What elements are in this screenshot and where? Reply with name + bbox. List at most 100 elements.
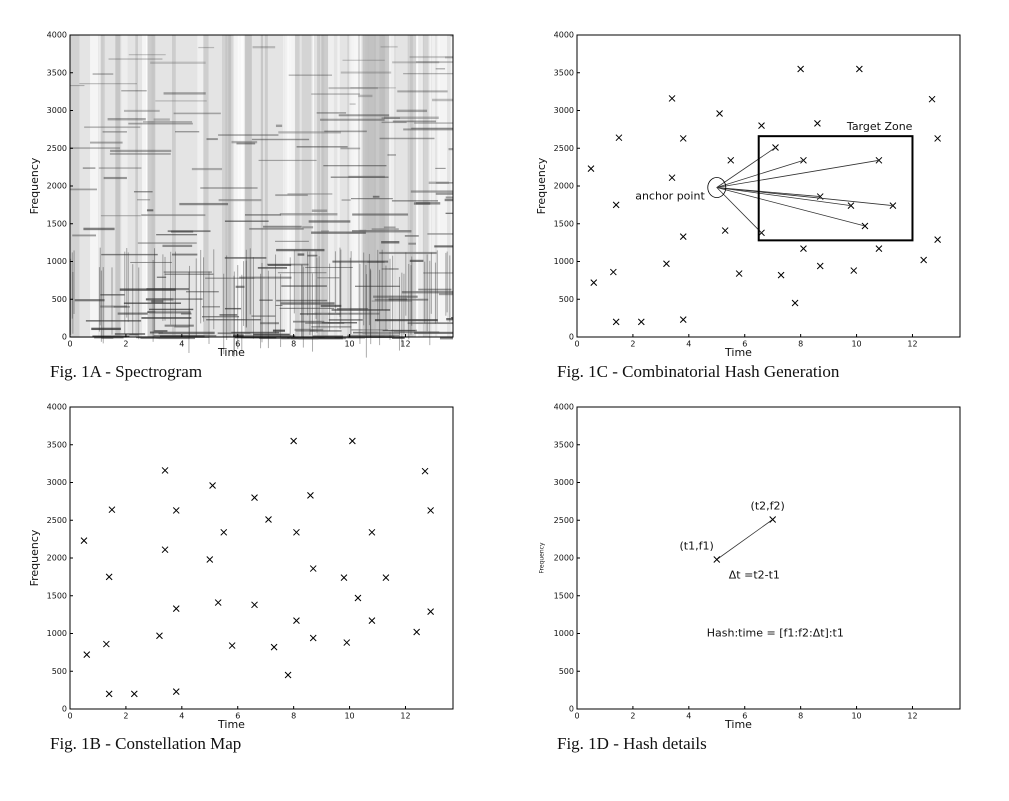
peak-marker xyxy=(612,318,620,326)
peak-marker xyxy=(663,260,670,268)
spectrogram-texture xyxy=(355,285,400,287)
spectrogram-texture xyxy=(206,138,218,141)
marker-stroke xyxy=(637,318,645,326)
spectrogram-texture xyxy=(340,71,392,74)
spectrogram-texture xyxy=(90,35,99,337)
spectrogram-texture xyxy=(445,196,453,199)
spectrogram-texture xyxy=(251,138,310,141)
spectrogram-texture xyxy=(408,242,416,245)
spectrogram-texture xyxy=(260,322,279,325)
spectrogram-texture xyxy=(114,335,123,338)
y-tick-label: 1500 xyxy=(47,219,67,228)
spectrogram-texture xyxy=(302,226,314,229)
spectrogram-texture xyxy=(121,90,147,92)
marker-stroke xyxy=(413,628,421,636)
peak-marker xyxy=(368,617,376,625)
spectrogram-texture xyxy=(257,266,288,269)
spectrogram-texture xyxy=(141,214,206,217)
spectrogram-texture xyxy=(115,35,122,337)
hash-link xyxy=(716,159,879,188)
spectrogram-texture xyxy=(282,35,289,337)
spectrogram-texture xyxy=(103,176,127,180)
spectrogram-texture xyxy=(301,264,303,337)
spectrogram-texture xyxy=(158,336,195,340)
spectrogram-texture xyxy=(311,231,366,234)
marker-stroke xyxy=(172,507,180,514)
spectrogram-texture xyxy=(365,274,367,358)
marker-stroke xyxy=(427,507,434,514)
x-tick-label: 2 xyxy=(123,712,128,721)
x-tick-label: 8 xyxy=(798,712,803,721)
y-tick-label: 4000 xyxy=(554,403,574,412)
y-tick-label: 3000 xyxy=(554,106,574,115)
spectrogram-texture xyxy=(213,249,215,330)
spectrogram-texture xyxy=(153,330,168,333)
spectrogram-texture xyxy=(205,277,255,279)
spectrogram-texture xyxy=(203,35,209,337)
spectrogram-texture xyxy=(231,331,280,334)
spectrogram-texture xyxy=(438,35,448,337)
spectrogram-texture xyxy=(352,230,412,233)
panel: 0 2 4 6 8 10 12 0 500 1000 1500 2000 2500 3000 3500 400… xyxy=(28,31,457,381)
spectrogram-texture xyxy=(109,152,171,155)
peak-marker xyxy=(816,262,824,270)
peak-marker xyxy=(83,651,91,658)
spectrogram-texture xyxy=(70,85,85,87)
spectrogram-texture xyxy=(197,35,204,337)
spectrogram-texture xyxy=(237,35,244,337)
spectrogram-texture xyxy=(171,230,194,233)
spectrogram-texture xyxy=(408,263,410,340)
x-tick-label: 10 xyxy=(344,340,354,349)
peak-marker xyxy=(791,299,799,307)
x-tick-label: 8 xyxy=(291,340,296,349)
spectrogram-texture xyxy=(407,322,453,325)
peak-marker xyxy=(220,528,228,536)
spectrogram-texture xyxy=(224,220,269,222)
marker-stroke xyxy=(161,546,169,554)
spectrogram-texture xyxy=(99,247,101,326)
spectrogram-texture xyxy=(233,271,235,355)
spectrogram-texture xyxy=(186,291,219,293)
peak-marker xyxy=(679,135,687,142)
spectrogram-texture xyxy=(403,128,453,131)
spectrogram-texture xyxy=(263,225,302,228)
panel: 0 2 4 6 8 10 12 0 500 1000 1500 2000 2500 3000 3500 400… xyxy=(539,403,961,753)
marker-stroke xyxy=(427,608,434,615)
marker-stroke xyxy=(293,617,300,625)
marker-stroke xyxy=(679,316,687,323)
spectrogram-texture xyxy=(222,35,228,337)
marker-stroke xyxy=(251,494,258,501)
spectrogram-texture xyxy=(217,332,251,334)
spectrogram-texture xyxy=(352,213,409,216)
peak-marker xyxy=(349,437,356,445)
plot-frame xyxy=(576,406,961,710)
spectrogram-texture xyxy=(188,271,190,354)
spectrogram-texture xyxy=(70,35,80,337)
marker-stroke xyxy=(612,318,620,326)
spectrogram-texture xyxy=(428,181,450,184)
spectrogram-texture xyxy=(101,253,158,256)
spectrogram-texture xyxy=(70,258,72,335)
spectrogram-texture xyxy=(449,255,451,322)
x-tick-label: 6 xyxy=(742,340,747,349)
x-tick-label: 2 xyxy=(630,340,635,349)
panel: 0 2 4 6 8 10 12 0 500 1000 1500 2000 2500 3000 3500 400… xyxy=(28,403,454,753)
peak-marker xyxy=(161,467,169,474)
spectrogram-texture xyxy=(321,322,358,324)
peak-marker xyxy=(105,573,113,581)
spectrogram-texture xyxy=(324,130,367,133)
x-axis-label: Time xyxy=(217,346,245,359)
peak-marker xyxy=(290,437,298,445)
spectrogram-texture xyxy=(373,295,418,298)
spectrogram-texture xyxy=(200,249,202,324)
marker-stroke xyxy=(214,599,222,606)
spectrogram-texture xyxy=(206,319,261,321)
marker-stroke xyxy=(206,556,214,563)
y-tick-label: 2500 xyxy=(554,144,574,153)
spectrogram-texture xyxy=(174,251,176,327)
spectrogram-texture xyxy=(179,202,229,206)
spectrogram-texture xyxy=(224,256,267,259)
spectrogram-texture xyxy=(320,118,385,121)
spectrogram-texture xyxy=(358,94,373,98)
spectrogram-texture xyxy=(261,262,263,343)
